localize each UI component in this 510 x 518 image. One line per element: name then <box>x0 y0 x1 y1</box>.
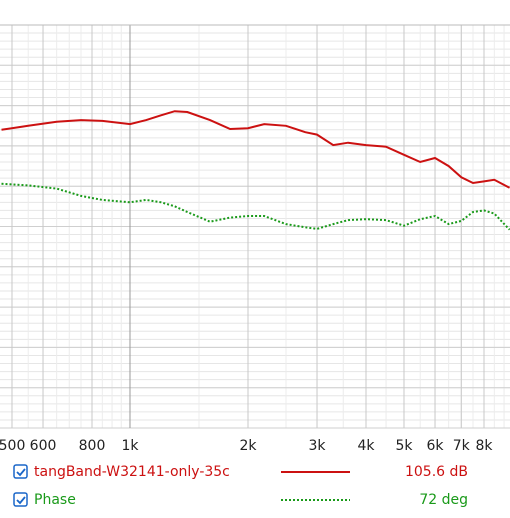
x-tick-label: 4k <box>357 438 375 454</box>
legend-label: tangBand-W32141-only-35c <box>34 464 230 480</box>
x-tick-label: 5k <box>395 438 413 454</box>
series-line <box>1 182 510 231</box>
x-tick-label: 600 <box>30 438 57 454</box>
check-mark <box>16 496 26 505</box>
legend-readout: 105.6 dB <box>405 464 468 480</box>
legend-label: Phase <box>34 492 76 508</box>
plot <box>1 110 510 231</box>
series-line <box>1 110 510 189</box>
x-tick-label: 3k <box>309 438 327 454</box>
legend-checkbox[interactable] <box>13 492 28 507</box>
x-tick-label: 1k <box>121 438 139 454</box>
legend-checkbox[interactable] <box>13 464 28 479</box>
x-tick-label: 2k <box>239 438 257 454</box>
x-tick-label: 7k <box>453 438 471 454</box>
x-tick-label: 800 <box>79 438 106 454</box>
x-tick-label: 500 <box>0 438 25 454</box>
check-mark <box>16 468 26 477</box>
x-tick-label: 8k <box>475 438 493 454</box>
legend-readout: 72 deg <box>419 492 468 508</box>
x-tick-label: 6k <box>427 438 445 454</box>
